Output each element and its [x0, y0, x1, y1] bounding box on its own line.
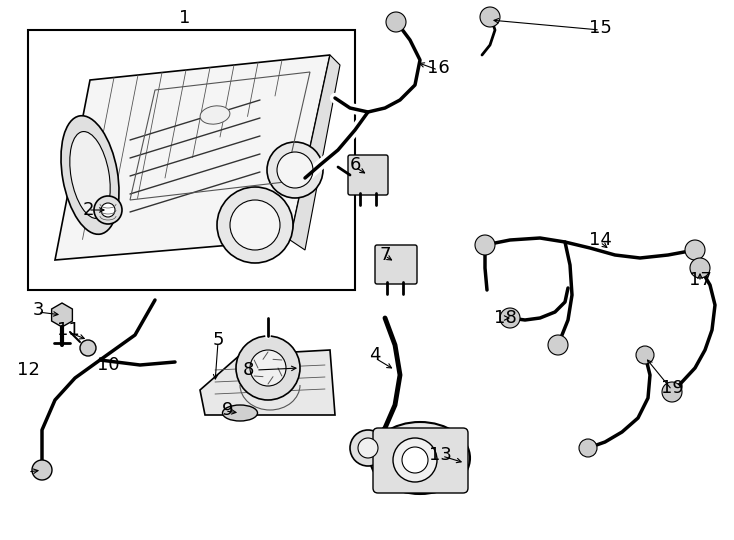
Polygon shape	[51, 303, 73, 327]
Circle shape	[393, 438, 437, 482]
Circle shape	[94, 196, 122, 224]
Text: 11: 11	[57, 321, 79, 339]
Circle shape	[277, 152, 313, 188]
Text: 18: 18	[494, 309, 517, 327]
Circle shape	[350, 430, 386, 466]
Circle shape	[101, 203, 115, 217]
Text: 10: 10	[97, 356, 120, 374]
Polygon shape	[200, 350, 335, 415]
FancyBboxPatch shape	[373, 428, 468, 493]
Circle shape	[548, 335, 568, 355]
Text: 15: 15	[589, 19, 611, 37]
Circle shape	[500, 308, 520, 328]
Circle shape	[402, 447, 428, 473]
Circle shape	[230, 200, 280, 250]
Circle shape	[690, 258, 710, 278]
Ellipse shape	[370, 422, 470, 494]
Circle shape	[662, 382, 682, 402]
Text: 9: 9	[222, 401, 233, 419]
FancyBboxPatch shape	[375, 245, 417, 284]
Text: 6: 6	[349, 156, 360, 174]
Circle shape	[480, 7, 500, 27]
Text: 1: 1	[179, 9, 191, 27]
Text: 7: 7	[379, 246, 390, 264]
Ellipse shape	[70, 132, 110, 219]
Text: 4: 4	[369, 346, 381, 364]
Circle shape	[32, 460, 52, 480]
Text: 12: 12	[17, 361, 40, 379]
Text: 5: 5	[212, 331, 224, 349]
Text: 8: 8	[242, 361, 254, 379]
Ellipse shape	[200, 106, 230, 124]
Text: 14: 14	[589, 231, 611, 249]
Circle shape	[579, 439, 597, 457]
Circle shape	[236, 336, 300, 400]
Circle shape	[80, 340, 96, 356]
Text: 2: 2	[82, 201, 94, 219]
Circle shape	[250, 350, 286, 386]
Text: 3: 3	[32, 301, 44, 319]
Circle shape	[386, 12, 406, 32]
Polygon shape	[55, 55, 330, 260]
Text: 17: 17	[688, 271, 711, 289]
Polygon shape	[290, 55, 340, 250]
Ellipse shape	[222, 405, 258, 421]
Text: 19: 19	[661, 379, 683, 397]
Text: 13: 13	[429, 446, 451, 464]
Circle shape	[475, 235, 495, 255]
FancyBboxPatch shape	[348, 155, 388, 195]
Text: 16: 16	[426, 59, 449, 77]
Bar	[28, 30, 355, 290]
Circle shape	[358, 438, 378, 458]
Circle shape	[636, 346, 654, 364]
Circle shape	[685, 240, 705, 260]
Ellipse shape	[61, 116, 119, 234]
Circle shape	[267, 142, 323, 198]
Circle shape	[217, 187, 293, 263]
